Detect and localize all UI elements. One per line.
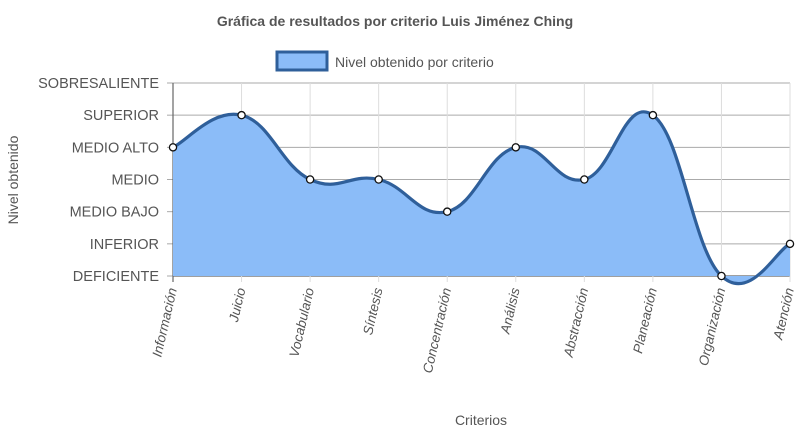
x-tick-label: Concentración	[420, 286, 454, 374]
x-tick-label: Análisis	[497, 286, 522, 336]
y-axis-label: Nivel obtenido	[5, 135, 21, 224]
y-tick-label: SUPERIOR	[83, 108, 159, 124]
x-tick-label: Planeación	[630, 286, 660, 354]
y-tick-label: MEDIO BAJO	[70, 205, 159, 221]
data-point[interactable]	[442, 207, 452, 216]
data-point[interactable]	[717, 271, 726, 281]
x-tick-label: Atención	[770, 286, 795, 342]
y-tick-label: INFERIOR	[90, 237, 159, 253]
plot-area	[171, 110, 792, 286]
y-tick-label: SOBRESALIENTE	[38, 76, 159, 92]
data-point[interactable]	[580, 175, 589, 184]
legend[interactable]: Nivel obtenido por criterio	[275, 50, 494, 72]
data-points	[168, 110, 795, 281]
x-tick-label: Abstracción	[561, 286, 592, 359]
x-tick-label: Síntesis	[360, 286, 385, 336]
legend-label[interactable]: Nivel obtenido por criterio	[335, 54, 494, 70]
legend-swatch[interactable]	[275, 50, 329, 72]
data-point[interactable]	[374, 175, 383, 184]
x-tick-label: Organización	[696, 286, 729, 367]
y-axis-ticks: DEFICIENTE INFERIOR MEDIO BAJO MEDIO MEDIO A…	[38, 76, 159, 285]
series-line	[171, 110, 792, 286]
data-point[interactable]	[785, 239, 795, 249]
data-point[interactable]	[305, 175, 315, 184]
x-axis-ticks: Información Juicio Vocabulario Síntesis Conc…	[149, 286, 795, 375]
x-axis-label: Criterios	[455, 412, 507, 428]
data-point[interactable]	[237, 110, 246, 120]
series-area	[173, 111, 790, 284]
data-point[interactable]	[511, 143, 521, 152]
data-point[interactable]	[648, 110, 658, 120]
x-tick-label: Vocabulario	[286, 286, 317, 359]
y-tick-label: DEFICIENTE	[73, 269, 160, 285]
chart-title: Gráfica de resultados por criterio Luis …	[217, 13, 573, 29]
y-tick-label: MEDIO	[111, 173, 159, 189]
x-tick-label: Juicio	[226, 286, 249, 324]
x-tick-label: Información	[149, 286, 179, 358]
y-tick-label: MEDIO ALTO	[72, 140, 159, 156]
data-point[interactable]	[168, 143, 178, 152]
